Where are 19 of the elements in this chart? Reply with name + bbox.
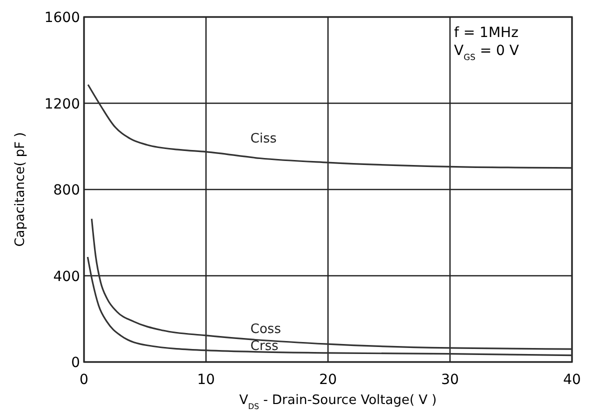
line-series: [90, 218, 573, 350]
y-axis-title: Capacitance( pF ): [13, 132, 28, 247]
x-tick-label: 30: [441, 372, 459, 388]
annotation: f = 1MHz: [454, 25, 518, 41]
y-tick-label: 1200: [44, 96, 80, 112]
annotation: V$_{GS}$ = 0 V: [454, 43, 520, 62]
y-tick-label: 0: [71, 355, 80, 371]
x-tick-label: 20: [319, 372, 337, 388]
line-series: [86, 256, 573, 356]
y-tick-label: 1600: [44, 10, 80, 26]
y-tick-label: 400: [53, 268, 80, 285]
series-label: Coss: [250, 322, 282, 338]
series-label: Crss: [250, 338, 279, 354]
line-series: [87, 84, 573, 169]
x-tick-label: 10: [197, 372, 215, 388]
series-label: Ciss: [250, 132, 277, 147]
x-axis-title: V$_{DS}$ - Drain-Source Voltage( V ): [239, 393, 437, 410]
y-tick-label: 800: [53, 182, 80, 198]
x-tick-label: 40: [563, 372, 581, 388]
